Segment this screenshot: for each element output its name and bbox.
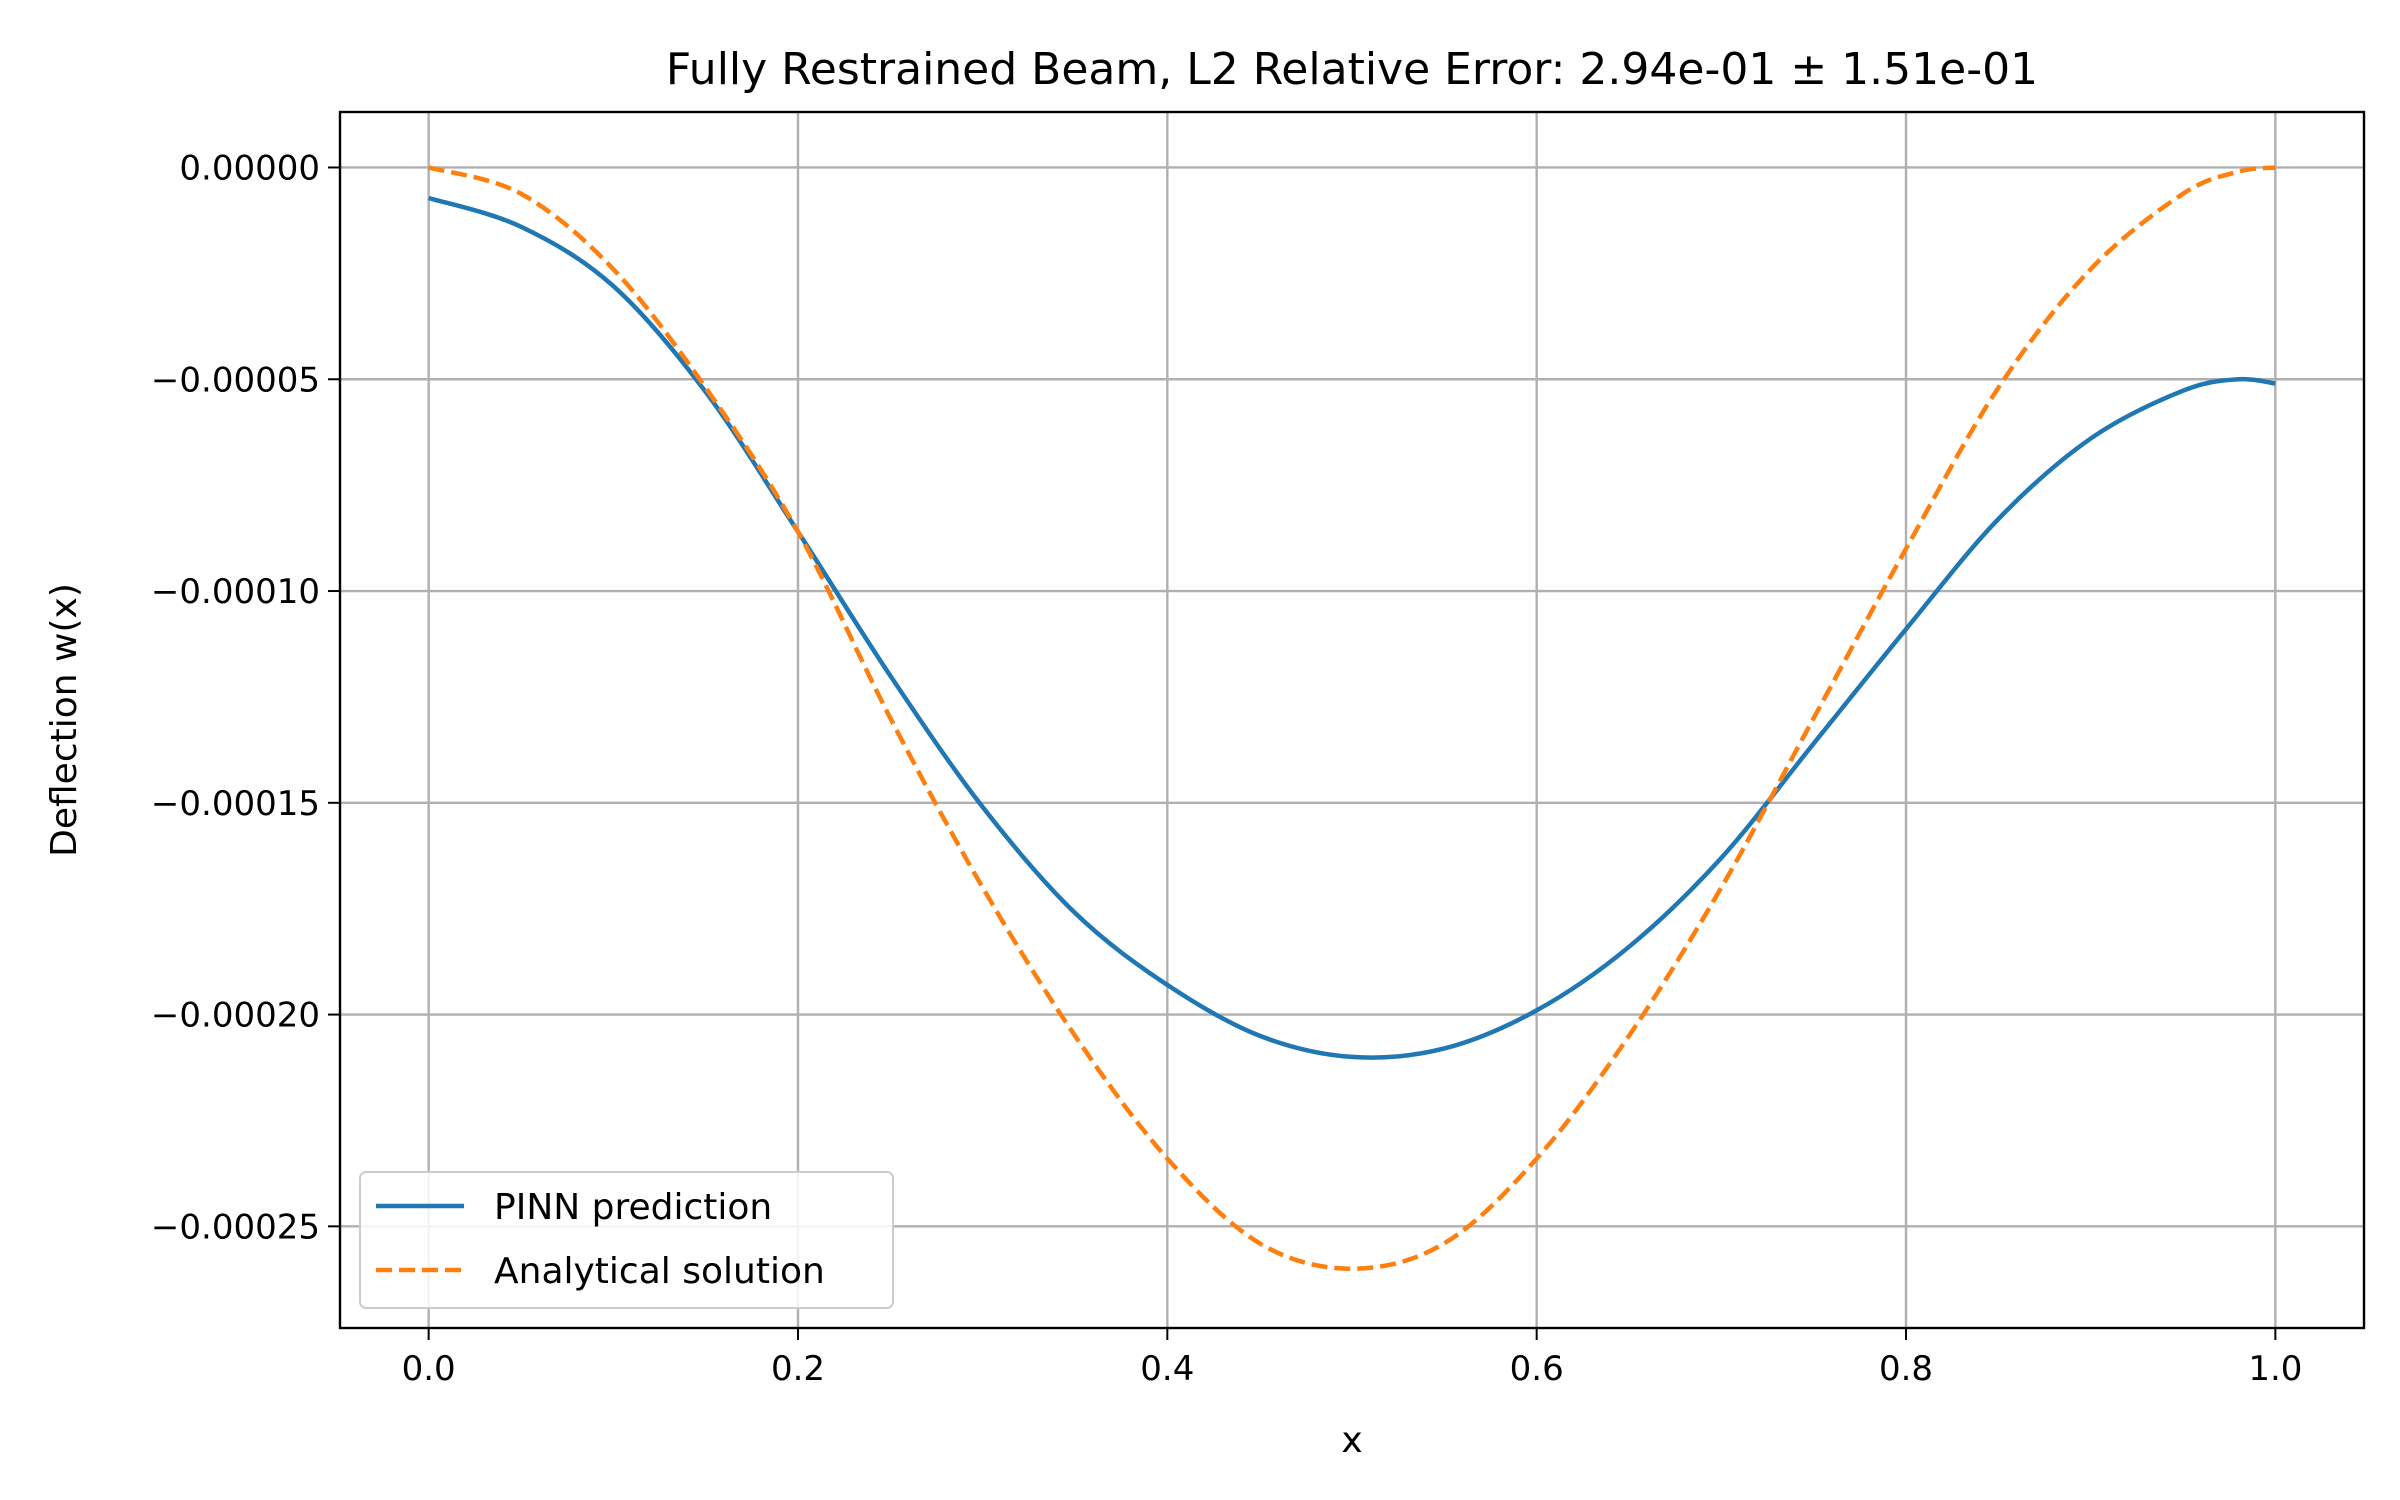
legend-box xyxy=(359,1171,894,1309)
y-axis-label: Deflection w(x) xyxy=(44,583,85,857)
chart-title: Fully Restrained Beam, L2 Relative Error… xyxy=(666,44,2038,95)
legend-label-analytical: Analytical solution xyxy=(494,1251,825,1292)
series-line-pinn-prediction xyxy=(427,195,2276,1060)
x-tick-label: 1.0 xyxy=(2248,1349,2302,1389)
x-tick-label: 0.6 xyxy=(1510,1349,1564,1389)
y-tick-label: −0.00005 xyxy=(151,360,320,400)
x-tick-label: 0.2 xyxy=(771,1349,825,1389)
x-tick-label: 0.0 xyxy=(402,1349,456,1389)
x-axis-label: x xyxy=(1341,1420,1362,1461)
x-tick-label: 0.8 xyxy=(1879,1349,1933,1389)
y-tick-label: −0.00020 xyxy=(151,996,320,1036)
y-tick-label: −0.00010 xyxy=(151,572,320,612)
y-tick-label: 0.00000 xyxy=(179,148,320,188)
x-tick-label: 0.4 xyxy=(1140,1349,1194,1389)
legend-label-pinn: PINN prediction xyxy=(494,1187,772,1228)
plot-frame xyxy=(338,110,2366,1330)
y-tick-label: −0.00025 xyxy=(151,1207,320,1247)
legend: PINN prediction Analytical solution xyxy=(359,1171,894,1309)
y-tick-label: −0.00015 xyxy=(151,784,320,824)
ticks: 0.0 0.2 0.4 0.6 0.8 1.0 0.00000 −0.00005 −0.0001… xyxy=(151,148,2302,1389)
series-layer xyxy=(427,165,2276,1271)
grid xyxy=(340,112,2364,1328)
series-line-analytical-solution xyxy=(428,165,2276,1271)
